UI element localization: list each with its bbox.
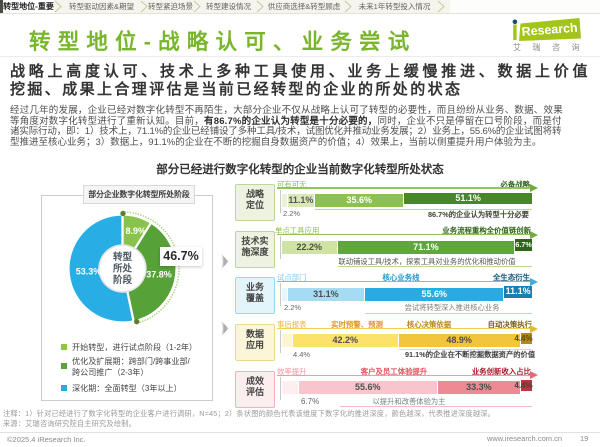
svg-text:转型: 转型 — [113, 251, 133, 263]
svg-text:8.9%: 8.9% — [126, 226, 147, 236]
svg-text:阶段: 阶段 — [113, 274, 133, 286]
svg-text:Research: Research — [521, 21, 578, 39]
svg-text:37.8%: 37.8% — [146, 270, 172, 280]
svg-text:所处: 所处 — [113, 263, 133, 275]
svg-text:53.3%: 53.3% — [76, 266, 102, 276]
